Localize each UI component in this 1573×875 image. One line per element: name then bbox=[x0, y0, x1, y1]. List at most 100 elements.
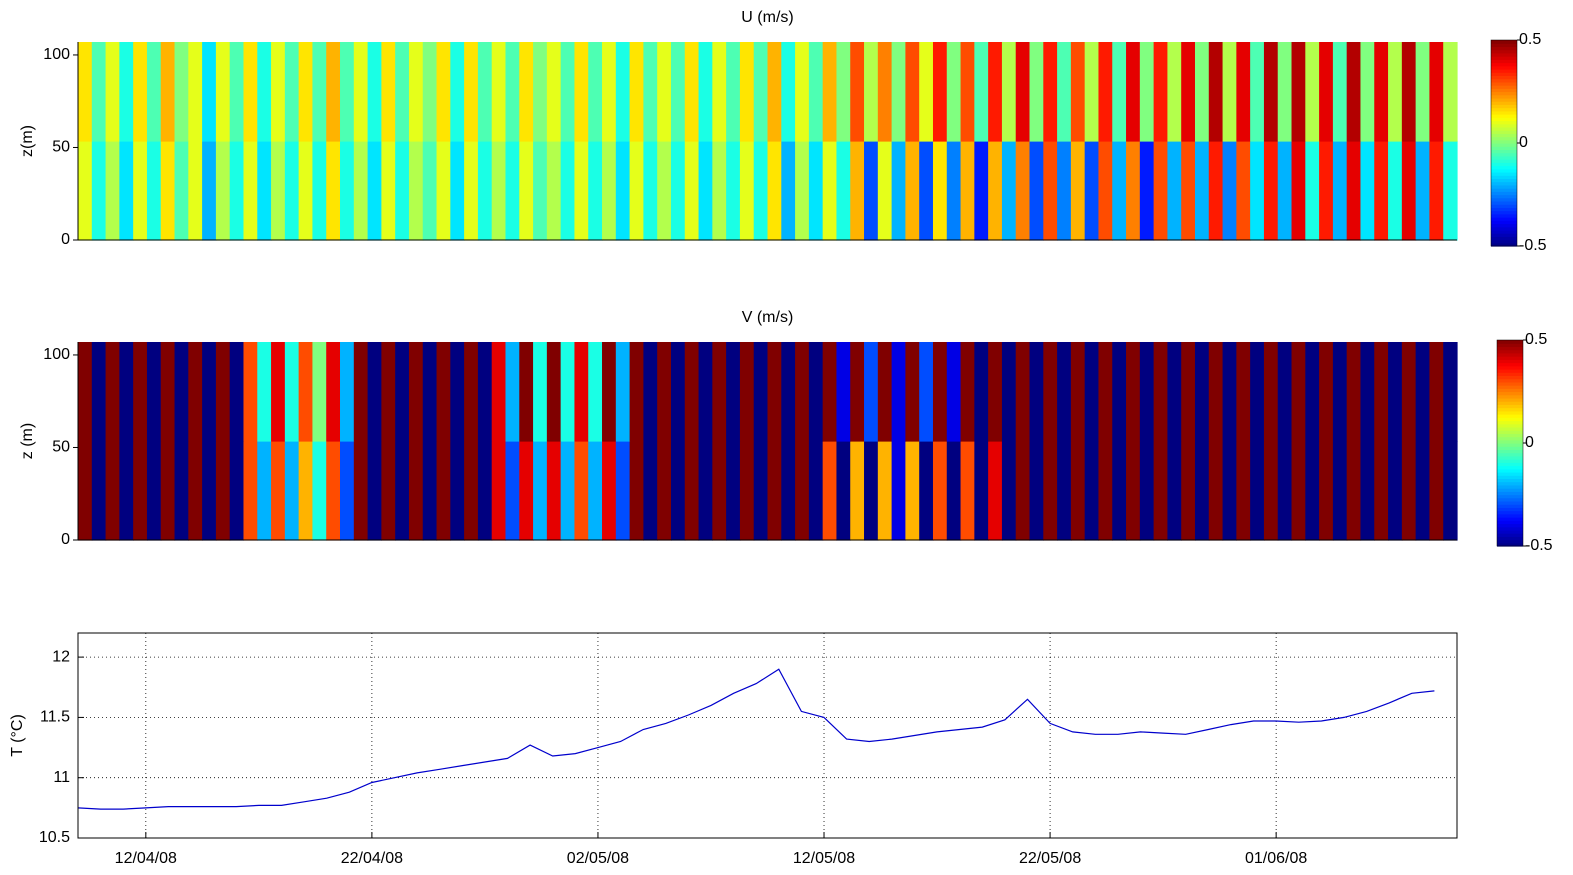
colorbar-swatch bbox=[1491, 149, 1517, 154]
heatmap-cell bbox=[188, 441, 203, 541]
colorbar-swatch bbox=[1491, 233, 1517, 237]
heatmap-cell bbox=[229, 342, 245, 442]
colorbar-swatch bbox=[1497, 410, 1523, 415]
colorbar-swatch bbox=[1491, 59, 1517, 64]
colorbar-swatch bbox=[1491, 181, 1517, 186]
colorbar-swatch bbox=[1491, 197, 1517, 202]
colorbar-swatch bbox=[1491, 188, 1517, 192]
heatmap-cell bbox=[464, 441, 479, 541]
heatmap-cell bbox=[1360, 42, 1375, 142]
heatmap-cell bbox=[974, 141, 989, 241]
colorbar-swatch bbox=[1491, 159, 1517, 163]
colorbar-swatch bbox=[1497, 349, 1523, 354]
heatmap-cell bbox=[1015, 42, 1031, 142]
colorbar-swatch bbox=[1497, 443, 1523, 447]
heatmap-cell bbox=[243, 441, 258, 541]
heatmap-cell bbox=[340, 141, 355, 241]
heatmap-cell bbox=[932, 342, 948, 442]
heatmap-cell bbox=[615, 441, 631, 541]
heatmap-cell bbox=[574, 342, 589, 442]
colorbar-swatch bbox=[1497, 346, 1523, 351]
heatmap-cell bbox=[271, 342, 286, 442]
heatmap-cell bbox=[905, 441, 920, 541]
heatmap-cell bbox=[546, 42, 562, 142]
colorbar-swatch bbox=[1497, 449, 1523, 454]
heatmap-cell bbox=[643, 441, 658, 541]
heatmap-cell bbox=[988, 42, 1003, 142]
heatmap-cell bbox=[988, 141, 1003, 241]
heatmap-cell bbox=[105, 441, 120, 541]
heatmap-cell bbox=[1332, 342, 1348, 442]
heatmap-cell bbox=[657, 441, 672, 541]
heatmap-cell bbox=[105, 42, 120, 142]
heatmap-cell bbox=[450, 42, 465, 142]
heatmap-cell bbox=[188, 141, 203, 241]
heatmap-cell bbox=[491, 42, 507, 142]
heatmap-cell bbox=[1194, 342, 1210, 442]
heatmap-cell bbox=[146, 342, 162, 442]
heatmap-cell bbox=[1250, 42, 1265, 142]
heatmap-cell bbox=[877, 342, 893, 442]
heatmap-cell bbox=[1098, 441, 1113, 541]
heatmap-cell bbox=[767, 141, 782, 241]
heatmap-cell bbox=[1084, 441, 1100, 541]
heatmap-cell bbox=[560, 141, 576, 241]
colorbar-swatch bbox=[1497, 446, 1523, 451]
heatmap-cell bbox=[1429, 342, 1444, 442]
heatmap-cell bbox=[1070, 42, 1086, 142]
heatmap-cell bbox=[1250, 342, 1265, 442]
heatmap-cell bbox=[712, 141, 727, 241]
heatmap-cell bbox=[960, 42, 975, 142]
heatmap-cell bbox=[1263, 441, 1279, 541]
heatmap-cell bbox=[229, 441, 245, 541]
heatmap-cell bbox=[1443, 342, 1458, 442]
heatmap-cell bbox=[850, 141, 865, 241]
heatmap-cell bbox=[657, 141, 672, 241]
heatmap-cell bbox=[91, 141, 107, 241]
heatmap-cell bbox=[988, 342, 1003, 442]
heatmap-cell bbox=[1070, 342, 1086, 442]
heatmap-cell bbox=[422, 441, 438, 541]
colorbar-swatch bbox=[1491, 85, 1517, 89]
heatmap-cell bbox=[891, 342, 906, 442]
heatmap-cell bbox=[726, 42, 741, 142]
colorbar-swatch bbox=[1497, 533, 1523, 537]
colorbar-swatch bbox=[1497, 459, 1523, 463]
heatmap-cell bbox=[215, 141, 231, 241]
heatmap-cell bbox=[1194, 141, 1210, 241]
heatmap-cell bbox=[919, 441, 934, 541]
data-line bbox=[77, 668, 1435, 810]
heatmap-cell bbox=[381, 42, 396, 142]
colorbar-swatch bbox=[1497, 352, 1523, 357]
heatmap-cell bbox=[1222, 342, 1237, 442]
heatmap-cell bbox=[464, 342, 479, 442]
heatmap-cell bbox=[1277, 141, 1293, 241]
heatmap-cell bbox=[877, 42, 893, 142]
colorbar-swatch bbox=[1491, 242, 1517, 247]
heatmap-cell bbox=[326, 141, 341, 241]
heatmap-cell bbox=[395, 141, 410, 241]
colorbar-swatch bbox=[1491, 200, 1517, 205]
heatmap-cell bbox=[477, 342, 493, 442]
heatmap-cell bbox=[1208, 42, 1224, 142]
colorbar-swatch bbox=[1491, 97, 1517, 102]
heatmap-cell bbox=[91, 342, 107, 442]
colorbar-swatch bbox=[1491, 120, 1517, 125]
heatmap-cell bbox=[1374, 441, 1389, 541]
heatmap-cell bbox=[822, 141, 838, 241]
heatmap-cell bbox=[284, 141, 300, 241]
heatmap-cell bbox=[1222, 141, 1237, 241]
heatmap-cell bbox=[1263, 42, 1279, 142]
y-tick-label: 100 bbox=[43, 346, 70, 363]
heatmap-cell bbox=[464, 141, 479, 241]
colorbar-swatch bbox=[1497, 356, 1523, 360]
heatmap-cell bbox=[684, 141, 700, 241]
heatmap-cell bbox=[1015, 441, 1031, 541]
heatmap-cell bbox=[877, 141, 893, 241]
colorbar-swatch bbox=[1497, 430, 1523, 434]
colorbar-swatch bbox=[1491, 226, 1517, 231]
heatmap-cell bbox=[1001, 441, 1017, 541]
heatmap-cell bbox=[767, 441, 782, 541]
heatmap-cell bbox=[119, 441, 134, 541]
heatmap-cell bbox=[1167, 42, 1182, 142]
